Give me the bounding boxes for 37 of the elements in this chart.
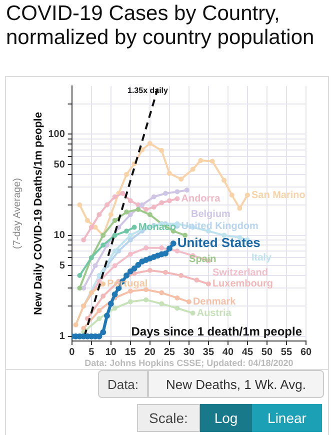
x-tick-label: 15 xyxy=(124,346,136,358)
text: Data: xyxy=(98,370,148,398)
text: Scale: xyxy=(137,404,200,432)
series-label: United States xyxy=(177,235,260,250)
series-label: San Marino xyxy=(251,190,306,201)
series-label: Austria xyxy=(196,308,232,319)
x-tick-label: 50 xyxy=(261,346,273,358)
x-tick-label: 35 xyxy=(202,346,214,358)
x-tick-label: 10 xyxy=(105,346,117,358)
x-tick-label: 60 xyxy=(300,346,312,358)
x-axis-title: Days since 1 death/1m people xyxy=(131,324,302,338)
x-tick-label: 25 xyxy=(164,346,176,358)
x-tick-label: 45 xyxy=(242,346,254,358)
x-tick-label: 20 xyxy=(144,346,156,358)
text: Log xyxy=(200,404,252,432)
x-tick-label: 30 xyxy=(183,346,195,358)
y-tick-label: 1 xyxy=(59,331,66,342)
x-tick-label: 55 xyxy=(280,346,292,358)
y-axis-title: New Daily COVID-19 Deaths/1m people xyxy=(32,112,45,315)
text: New Deaths, 1 Wk. Avg. xyxy=(148,370,324,398)
text: Data: Johns Hopkins CSSE; Updated: 04/18/2020 xyxy=(84,358,294,368)
series-label: Italy xyxy=(251,252,272,264)
series-label: Luxembourg xyxy=(212,278,274,290)
chart-title: COVID-19 Cases by Country, normalized by country population xyxy=(6,2,316,50)
series-label: Andorra xyxy=(181,193,221,204)
x-tick-label: 0 xyxy=(69,346,76,358)
series-label: Switzerland xyxy=(212,268,268,278)
y-tick-label: 10 xyxy=(54,230,66,242)
y-tick-label: 5 xyxy=(59,260,66,272)
x-tick-label: 40 xyxy=(222,346,234,358)
text: Linear xyxy=(252,404,322,432)
series-label: Belgium xyxy=(190,208,231,220)
series-label: Denmark xyxy=(192,296,236,308)
text: (7-day Average) xyxy=(12,178,23,249)
y-tick-label: 100 xyxy=(48,128,66,140)
y-tick-label: 50 xyxy=(54,159,66,170)
x-tick-label: 5 xyxy=(88,346,95,358)
